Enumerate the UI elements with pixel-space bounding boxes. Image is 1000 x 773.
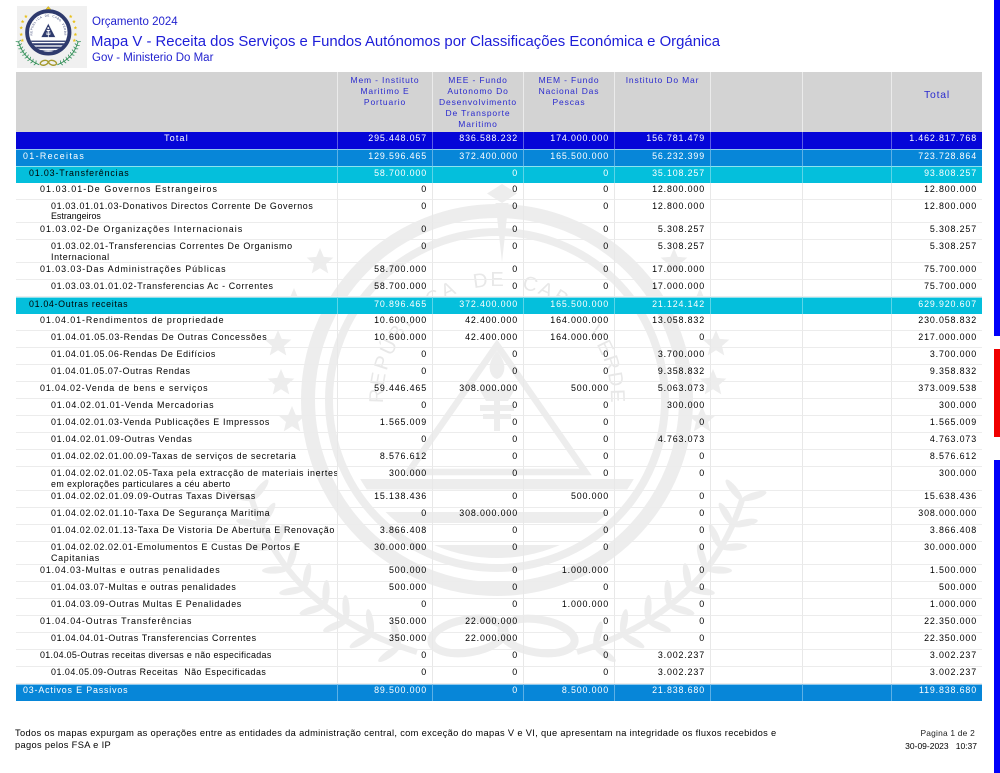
- svg-text:D: D: [44, 14, 47, 18]
- svg-text:A: A: [39, 15, 43, 19]
- svg-text:E: E: [63, 33, 67, 35]
- svg-text:D: D: [63, 31, 67, 33]
- svg-text:C: C: [52, 14, 55, 18]
- svg-text:R: R: [366, 388, 388, 403]
- svg-text:D: D: [472, 269, 489, 293]
- svg-text:Ú: Ú: [30, 25, 34, 28]
- svg-text:A: A: [54, 15, 58, 19]
- svg-text:C: C: [520, 272, 540, 297]
- svg-text:P: P: [30, 28, 34, 31]
- svg-text:R: R: [63, 28, 67, 31]
- svg-text:L: L: [33, 20, 37, 24]
- svg-text:B: B: [31, 23, 35, 27]
- svg-text:R: R: [598, 353, 623, 374]
- svg-text:E: E: [367, 371, 391, 388]
- svg-text:V: V: [61, 23, 65, 27]
- svg-text:R: R: [29, 33, 33, 36]
- svg-text:E: E: [29, 31, 33, 33]
- svg-text:I: I: [35, 18, 39, 22]
- svg-text:B: B: [56, 16, 60, 20]
- svg-text:O: O: [58, 18, 63, 23]
- svg-text:P: P: [370, 353, 395, 372]
- svg-text:E: E: [62, 25, 66, 28]
- svg-text:D: D: [603, 370, 627, 388]
- svg-text:E: E: [47, 14, 49, 18]
- svg-text:C: C: [37, 16, 41, 20]
